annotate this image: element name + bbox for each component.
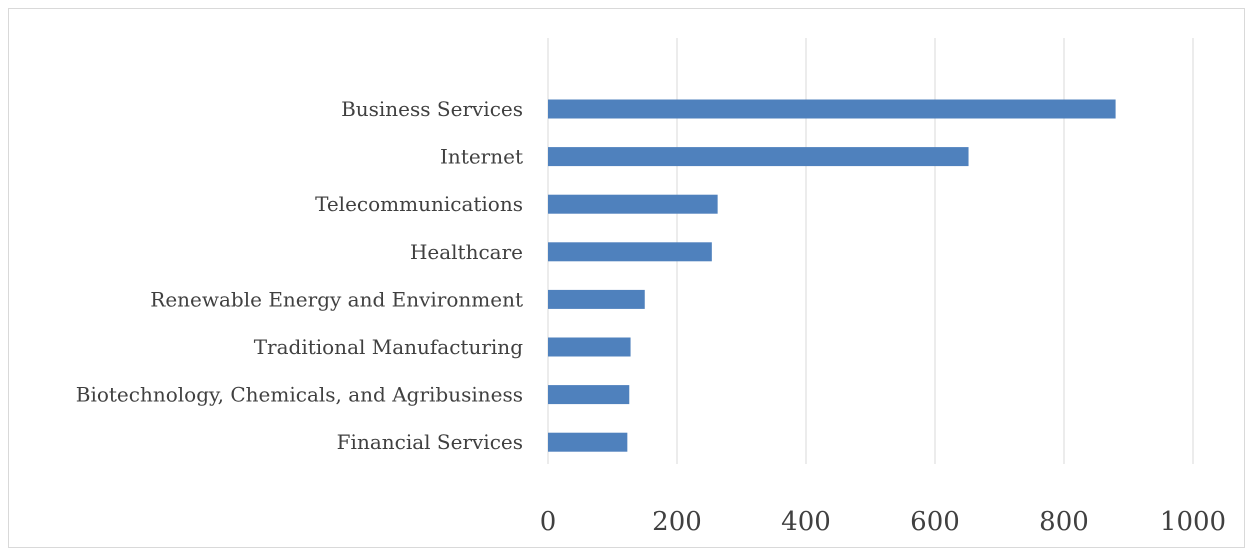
x-axis-tick-labels: 0 200 400 600 800 1000	[540, 507, 1226, 533]
x-tick-label: 200	[652, 507, 702, 533]
category-label: Internet	[440, 145, 523, 169]
bar	[548, 194, 718, 214]
x-tick-label: 600	[910, 507, 960, 533]
category-label: Traditional Manufacturing	[254, 335, 524, 359]
category-label: Healthcare	[410, 240, 523, 264]
chart-frame	[8, 8, 1245, 548]
category-label: Biotechnology, Chemicals, and Agribusine…	[76, 383, 523, 407]
bar	[548, 147, 969, 167]
category-label: Telecommunications	[315, 192, 523, 216]
x-tick-label: 800	[1039, 507, 1089, 533]
category-label: Renewable Energy and Environment	[150, 287, 523, 311]
category-label: Financial Services	[337, 430, 523, 454]
bar	[548, 432, 628, 452]
category-labels: Business Services Internet Telecommunicati…	[76, 97, 523, 454]
x-tick-label: 1000	[1160, 507, 1226, 533]
bar-chart: Business Services Internet Telecommunicati…	[76, 38, 1226, 533]
bar	[548, 99, 1116, 119]
bar	[548, 385, 630, 405]
bar	[548, 242, 712, 262]
bar	[548, 289, 645, 309]
bar	[548, 337, 631, 357]
x-tick-label: 0	[540, 507, 557, 533]
x-tick-label: 400	[781, 507, 831, 533]
bars	[548, 99, 1116, 452]
category-label: Business Services	[341, 97, 523, 121]
